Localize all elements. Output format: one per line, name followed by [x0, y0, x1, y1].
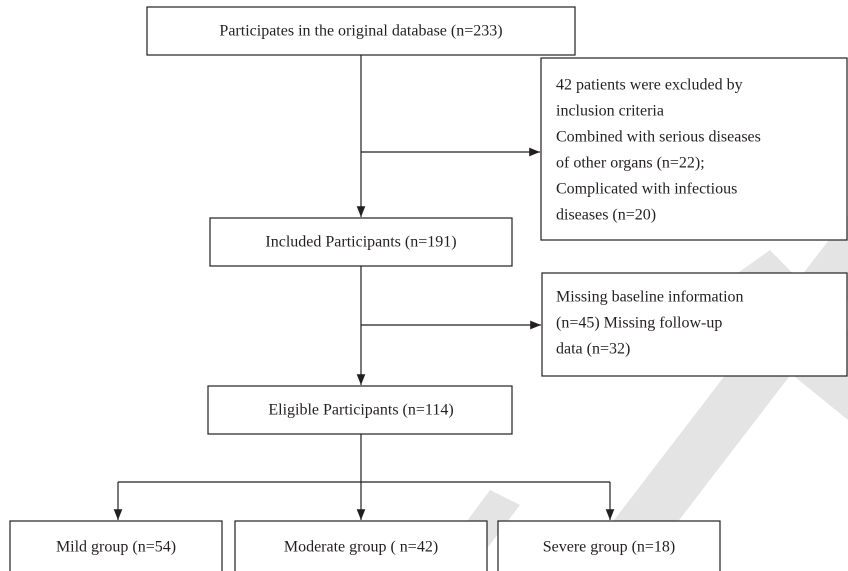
box-label: Mild group (n=54)	[56, 539, 176, 556]
box	[541, 272, 848, 377]
box	[497, 520, 721, 571]
box-line: diseases (n=20)	[556, 207, 656, 224]
box-line: (n=45) Missing follow-up	[556, 315, 722, 332]
box-line: Complicated with infectious	[556, 181, 737, 198]
box-line: Missing baseline information	[556, 289, 744, 306]
box-label: Participates in the original database (n…	[219, 23, 502, 40]
connectors	[113, 55, 615, 520]
box	[540, 57, 848, 241]
box	[209, 217, 513, 267]
box-label: Severe group (n=18)	[543, 539, 676, 556]
box-line: data (n=32)	[556, 341, 630, 358]
box-line: Combined with serious diseases	[556, 129, 761, 146]
box	[146, 6, 576, 56]
box	[234, 520, 488, 571]
box-label: Included Participants (n=191)	[265, 234, 456, 251]
box	[207, 385, 513, 435]
box-line: 42 patients were excluded by	[556, 77, 743, 94]
box-line: of other organs (n=22);	[556, 155, 705, 172]
box-label: Eligible Participants (n=114)	[268, 402, 453, 419]
box	[9, 520, 223, 571]
box-line: inclusion criteria	[556, 103, 664, 120]
box-label: Moderate group ( n=42)	[284, 539, 438, 556]
